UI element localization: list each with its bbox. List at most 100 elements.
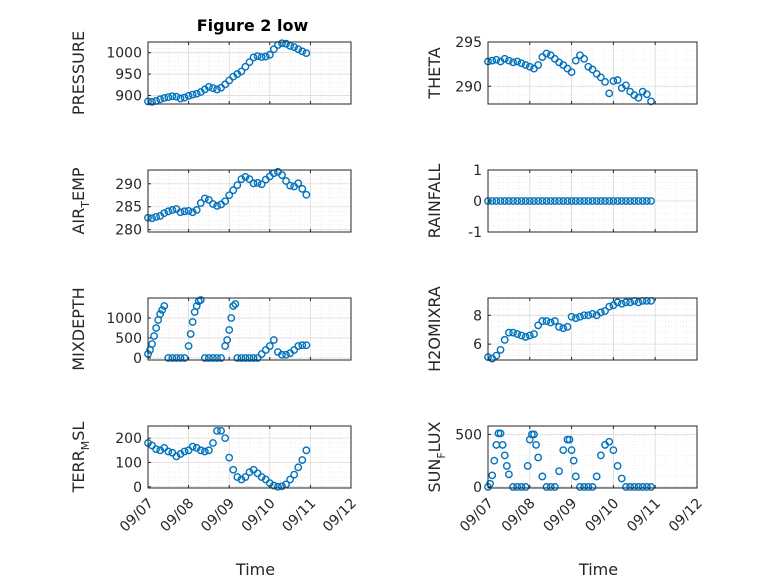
pressure-point [160,94,169,102]
sun_flux-point [630,483,639,491]
rainfall-point [584,197,593,205]
h2omixra-point [542,317,551,325]
rainfall-ylabel: RAINFALL [425,164,444,239]
h2omixra-ytick-label: 8 [473,308,482,324]
terr_msl-point [290,470,299,479]
air_temp-point [192,206,201,214]
sun_flux-point [550,483,559,491]
pressure-point [172,92,181,101]
h2omixra-axes: 6 8 H2OMIXRA [425,286,698,372]
mixdepth-point [158,306,167,314]
rainfall-point [550,197,559,205]
sun_flux-point [569,456,578,465]
air_temp-point [278,171,286,179]
terr_msl-ytick-label: 100 [115,455,142,471]
h2omixra-point [521,333,530,341]
air_temp-point [160,209,169,218]
pressure-point [180,93,189,102]
terr_msl-point [221,434,230,443]
air_temp-point [237,175,246,184]
sun_flux-point [502,462,511,470]
rainfall-point [580,197,589,205]
sun_flux-xtick-label: 09/12 [666,496,706,536]
sun_flux-ytick-label: 500 [455,427,482,443]
air_temp-point [164,207,173,216]
terr_msl-xlabel: Time [235,560,275,579]
sun_flux-point [498,441,507,449]
air_temp-point [196,199,205,207]
pressure-series [144,39,311,106]
mixdepth-point [192,302,201,310]
theta-point [509,58,517,67]
sun_flux-point [546,483,555,491]
terr_msl-point [302,446,311,455]
pressure-axes: 900 950 1000 PRESSURE Figure 2 low [69,16,352,115]
sun_flux-series [484,429,655,491]
theta-point [605,89,614,98]
sun_flux-xtick-label: 09/07 [457,496,497,536]
terr_msl-point [229,465,238,474]
mixdepth-point [302,341,311,350]
h2omixra-ylabel: H2OMIXRA [425,286,444,372]
sun_flux-point [617,474,626,483]
theta-point [622,81,630,90]
theta-point [609,77,618,85]
sun_flux-point [504,470,513,479]
rainfall-point [555,197,563,205]
pressure-point [148,97,156,106]
terr_msl-point [225,453,234,462]
sun_flux-point [500,451,509,460]
theta-point [588,65,597,74]
rainfall-point [592,197,601,205]
theta-point [634,93,643,102]
air_temp-point [184,206,193,215]
sun_flux-point [517,483,526,491]
h2omixra-point [601,307,609,315]
pressure-point [269,45,278,54]
pressure-point [176,94,185,103]
mixdepth-point [237,354,246,362]
air_temp-point [241,172,250,181]
air_temp-point [233,181,242,190]
mixdepth-series [144,296,311,362]
sun_flux-point [580,483,589,491]
air_temp-ytick-label: 290 [115,177,142,193]
h2omixra-point [500,335,509,344]
rainfall-point [559,197,568,205]
mixdepth-point [200,354,209,362]
mixdepth-point [188,318,197,326]
mixdepth-ytick-label: 0 [133,351,142,367]
theta-point [534,61,543,69]
mixdepth-point [282,350,290,359]
terr_msl-axes: 0 100 200 09/07 09/08 09/09 09/10 09/11 09/12 TER… [69,422,360,579]
pressure-point [298,47,307,56]
h2omixra-point [613,298,622,307]
h2omixra-point [584,311,593,320]
sun_flux-point [523,462,532,470]
rainfall-point [504,197,513,205]
h2omixra-point [605,302,614,311]
mixdepth-point [225,326,234,334]
theta-point [504,56,513,65]
rainfall-point [517,197,526,205]
mixdepth-point [213,354,221,362]
sun_flux-point [576,483,584,491]
pressure-point [192,89,201,98]
rainfall-point [647,197,655,205]
pressure-point [249,53,258,62]
pressure-point [302,49,311,58]
rainfall-ytick-label: 1 [473,163,482,179]
rainfall-point [576,197,584,205]
mixdepth-ytick-label: 1000 [106,311,142,327]
h2omixra-point [588,309,597,318]
rainfall-point [617,197,626,205]
mixdepth-point [269,336,278,344]
mixdepth-point [186,330,195,338]
air_temp-point [245,175,254,184]
rainfall-point [563,197,572,205]
h2omixra-point [513,330,522,338]
air_temp-point [204,195,213,204]
sun_flux-point [605,437,614,446]
air_temp-point [257,180,266,189]
terr_msl-point [217,426,225,435]
